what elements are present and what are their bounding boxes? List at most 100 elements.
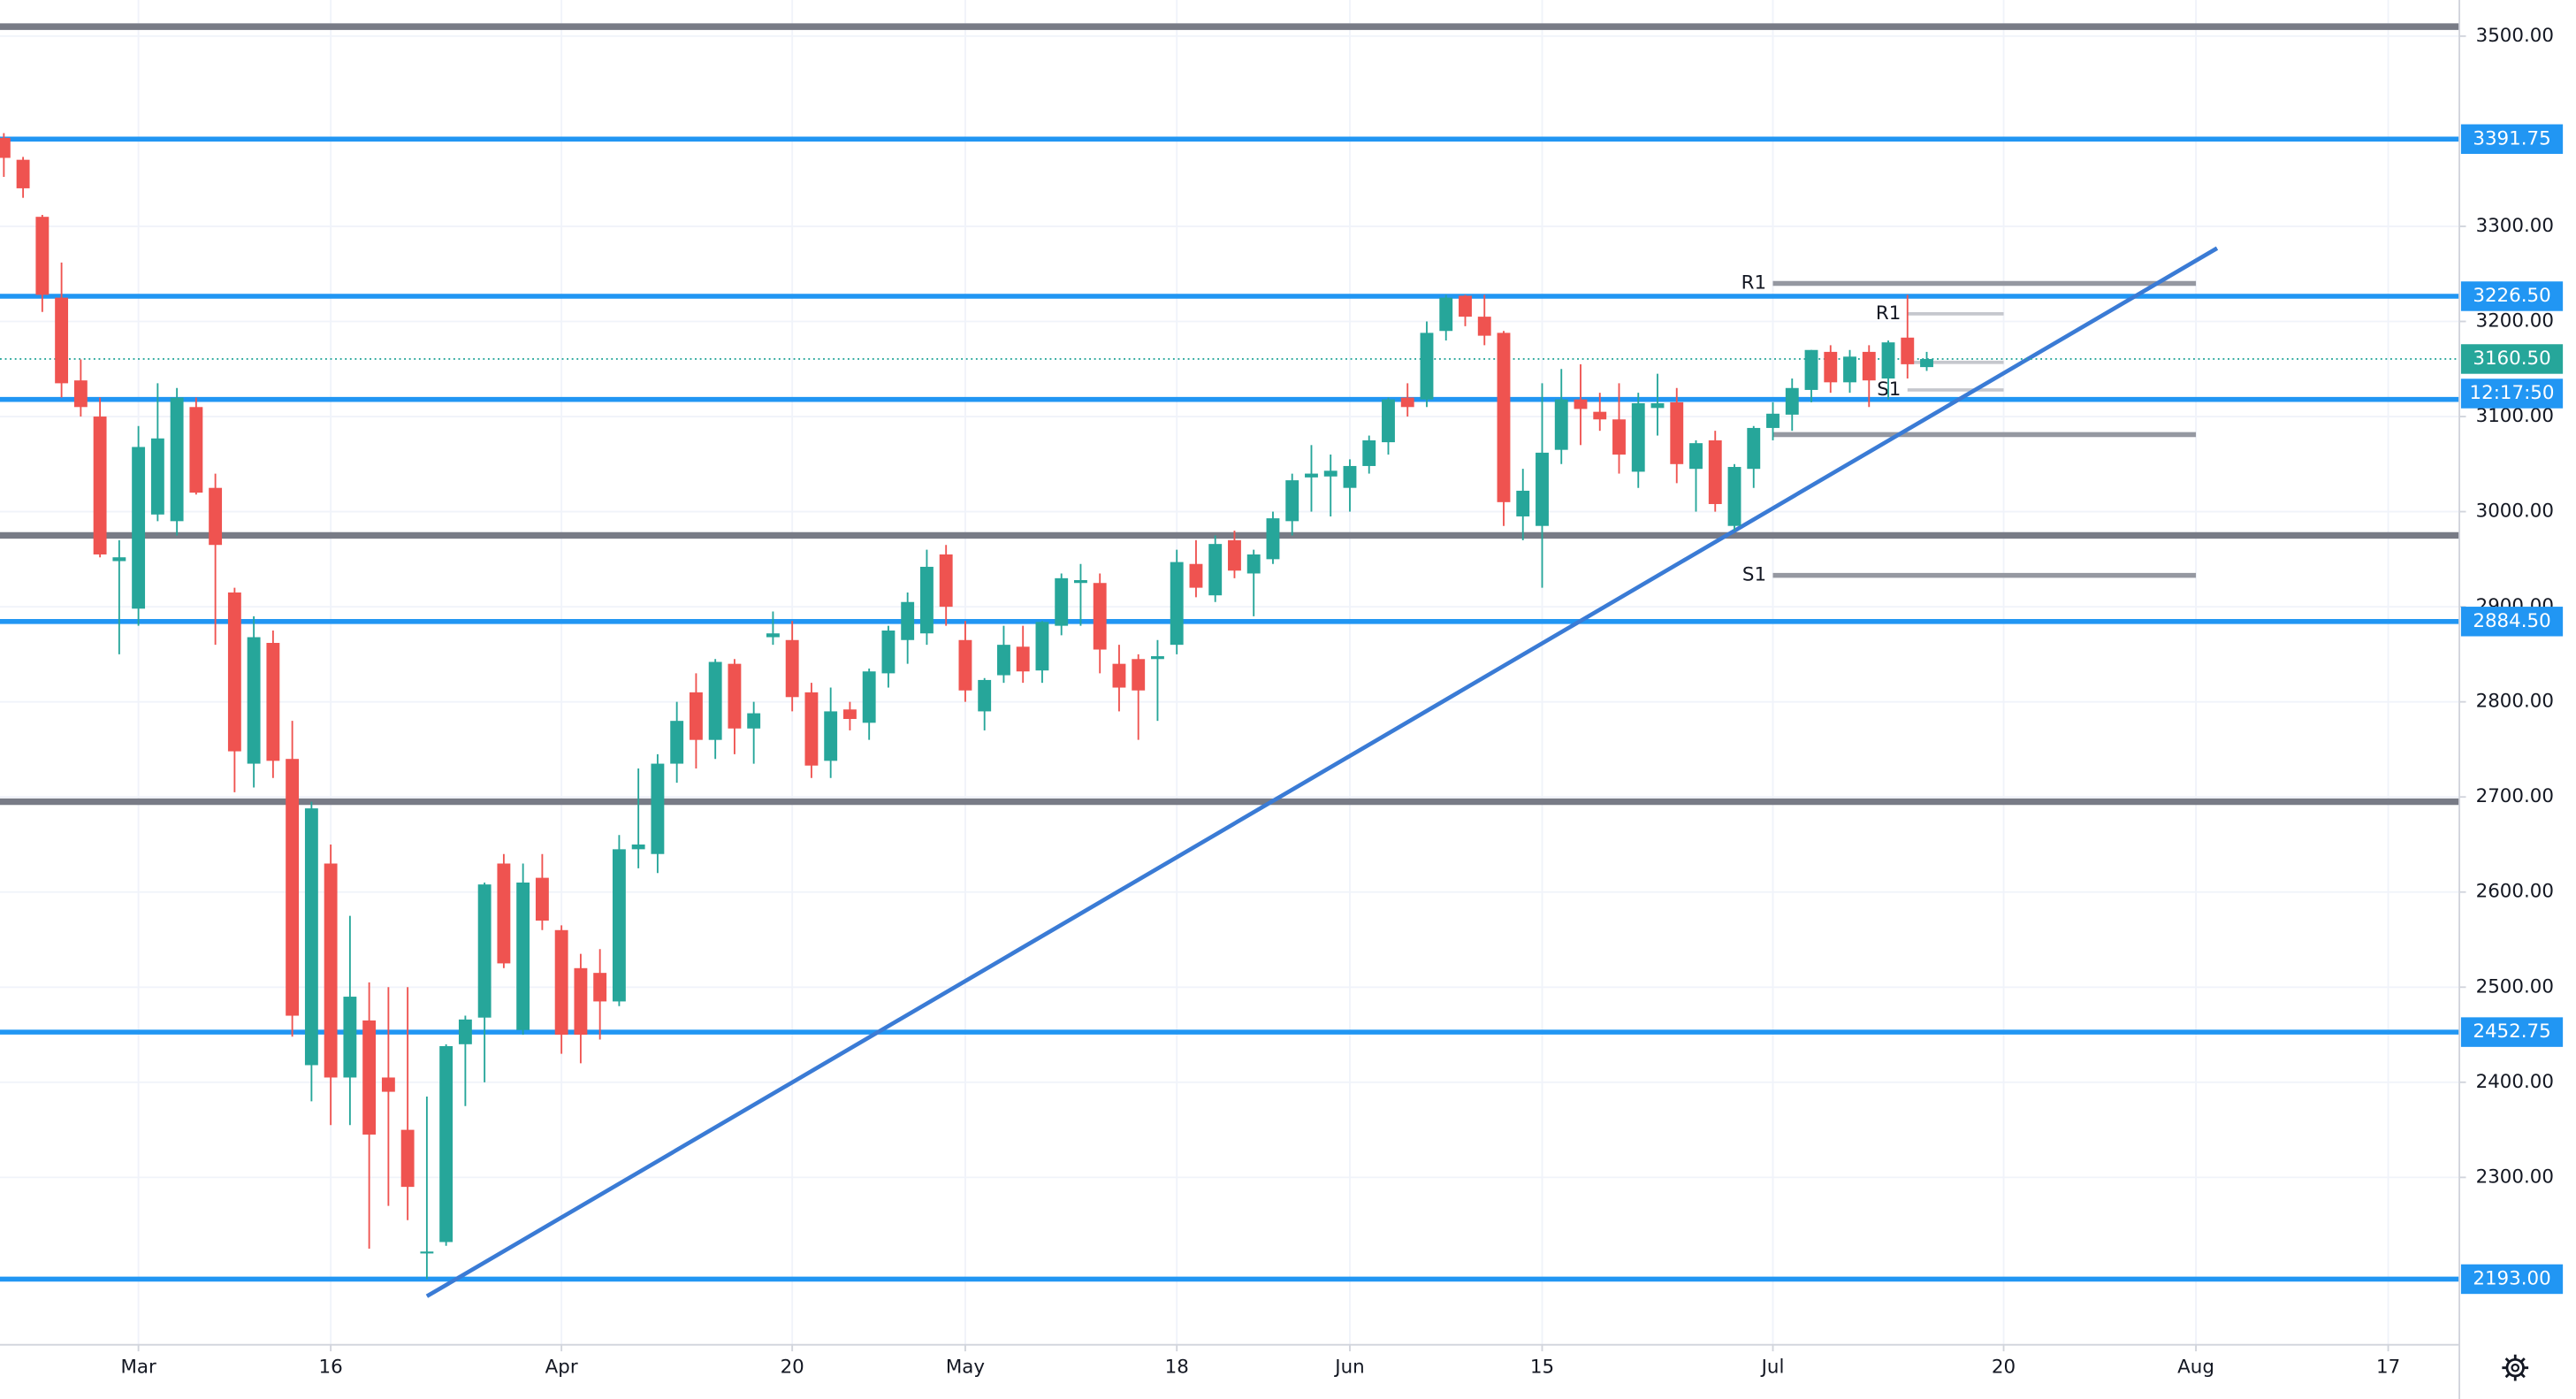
candle-body [1727, 467, 1741, 526]
candle-body [1016, 646, 1030, 672]
x-tick-label: Apr [545, 1357, 578, 1379]
candle-body [842, 709, 857, 720]
candle-body [1766, 413, 1780, 428]
y-tick-label: 3100.00 [2476, 405, 2554, 427]
candle-body [728, 663, 742, 729]
candle-body [1035, 622, 1049, 671]
candle-body [1785, 387, 1799, 415]
candle-body [554, 929, 568, 1036]
candle-body [631, 844, 645, 850]
candle-body [920, 566, 934, 634]
y-tick-label: 3000.00 [2476, 501, 2554, 523]
candle-body [477, 884, 492, 1018]
price-label: 2193.00 [2473, 1267, 2550, 1289]
candle-body [343, 997, 357, 1078]
y-tick-label: 2600.00 [2476, 881, 2554, 903]
labels-layer: 3391.75 3226.50 2884.50 2452.75 2193.00 3160.… [2460, 124, 2564, 1295]
x-tick-label: 18 [1165, 1357, 1189, 1379]
candle-body [1074, 580, 1087, 584]
x-tick-label: 15 [1530, 1357, 1554, 1379]
gear-hub [2511, 1363, 2520, 1372]
candle-body [55, 297, 69, 384]
candle-body [497, 863, 511, 964]
candle-body [458, 1019, 472, 1044]
candle-body [1554, 399, 1568, 450]
countdown: 12:17:50 [2470, 382, 2555, 404]
candle-body [1670, 401, 1684, 464]
x-tick-label: 20 [1992, 1357, 2016, 1379]
x-tick-label: Jun [1333, 1357, 1364, 1379]
candle-body [1439, 297, 1453, 332]
y-tick-label: 2400.00 [2476, 1071, 2554, 1093]
candle-body [612, 849, 626, 1002]
candle-body [1208, 544, 1223, 596]
candle-body [1323, 470, 1338, 477]
countdown-background [2460, 378, 2564, 409]
price-label-background [2460, 124, 2564, 155]
candle-body [1305, 473, 1318, 478]
settings-icon[interactable] [2502, 1354, 2529, 1381]
candle-body [1631, 402, 1645, 472]
price-label-background [2460, 607, 2564, 637]
candle-body [112, 557, 126, 562]
price-label: 2884.50 [2473, 610, 2550, 632]
gear-teeth [2502, 1354, 2529, 1381]
candle-body [73, 380, 88, 408]
candle-body [1246, 554, 1261, 574]
candle-body [708, 661, 722, 740]
price-label: 3160.50 [2473, 348, 2550, 370]
candle-body [997, 645, 1010, 676]
candle-body [1536, 452, 1549, 526]
candle-body [0, 137, 11, 158]
candle-body [1804, 349, 1818, 390]
candle-body [1093, 583, 1107, 650]
y-tick-label: 3500.00 [2476, 25, 2554, 47]
candle-body [1843, 356, 1856, 383]
candle-body [670, 721, 684, 764]
candle-body [1612, 419, 1626, 455]
candle-body [286, 759, 300, 1016]
candle-body [1170, 562, 1184, 646]
candle-body [574, 967, 588, 1036]
candle-body [1593, 411, 1607, 420]
price-axis-background [2459, 0, 2576, 1399]
price-label: 3226.50 [2473, 285, 2550, 307]
candles-layer [0, 133, 1933, 1280]
x-tick-label: 20 [781, 1357, 804, 1379]
y-tick-label: 3300.00 [2476, 215, 2554, 237]
candle-body [1824, 351, 1838, 383]
x-tick-label: 17 [2376, 1357, 2400, 1379]
candle-body [535, 877, 549, 921]
candle-body [1901, 337, 1915, 364]
levels-layer: R1S1R1S1 [0, 23, 2460, 1298]
candle-body [1132, 659, 1146, 691]
candle-body [1708, 440, 1722, 504]
candle-body [247, 637, 261, 764]
candle-body [1747, 427, 1761, 470]
candle-body [1516, 490, 1530, 516]
time-axis-background [0, 1344, 2576, 1399]
candle-body [420, 1251, 434, 1254]
candle-body [766, 633, 780, 638]
candle-body [516, 882, 530, 1030]
candle-body [381, 1077, 395, 1092]
candle-body [689, 692, 703, 740]
candle-body [1477, 317, 1491, 336]
candle-body [266, 642, 280, 761]
price-label-background [2460, 1264, 2564, 1295]
candle-body [824, 711, 838, 761]
candle-body [304, 808, 318, 1066]
y-tick-label: 2700.00 [2476, 785, 2554, 807]
candle-body [1055, 577, 1069, 626]
price-label-background [2460, 344, 2564, 374]
candle-body [1881, 342, 1895, 379]
candle-body [958, 639, 972, 691]
pivot-label: S1 [1742, 564, 1766, 586]
candle-body [324, 863, 338, 1078]
y-tick-label: 2500.00 [2476, 975, 2554, 998]
candle-body [1459, 295, 1472, 317]
price-label: 3391.75 [2473, 127, 2550, 149]
x-tick-label: Mar [120, 1357, 156, 1379]
